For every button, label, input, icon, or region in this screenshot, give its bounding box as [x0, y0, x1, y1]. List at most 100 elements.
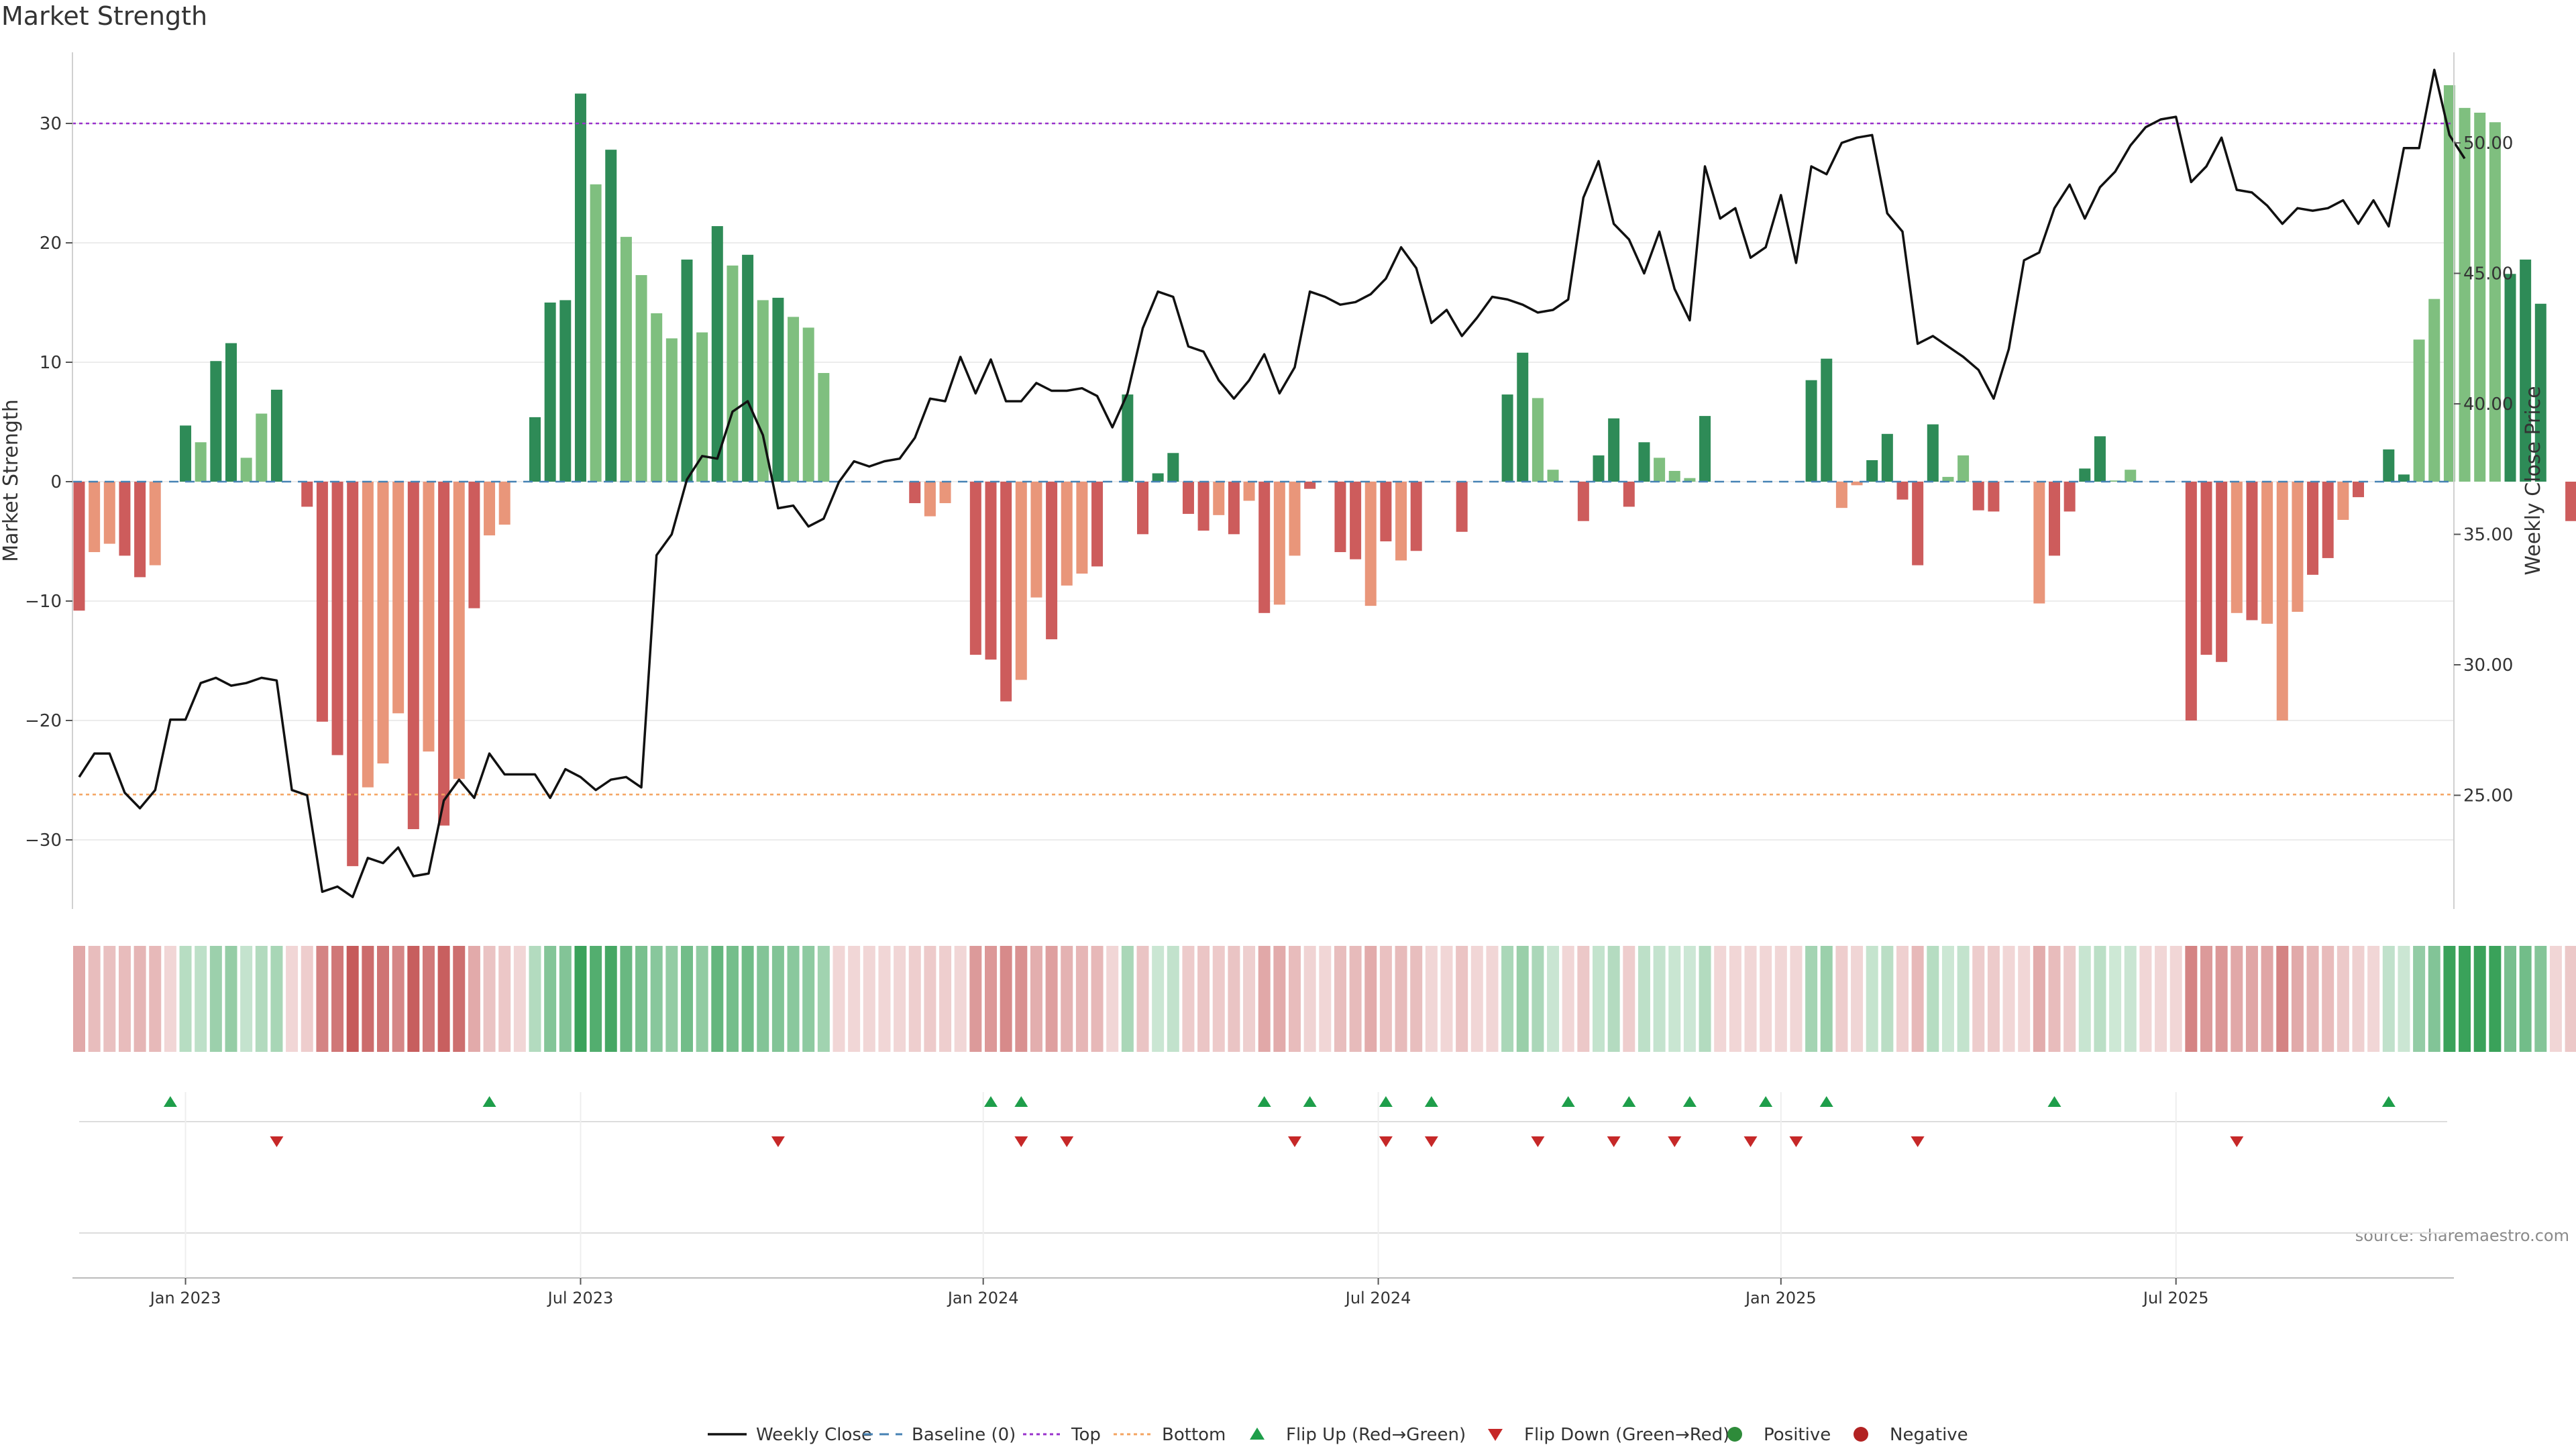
heat-cell: [1896, 946, 1909, 1052]
heat-cell: [1167, 946, 1179, 1052]
legend-item-bottom: Bottom: [1114, 1425, 1226, 1445]
strength-bar: [1076, 482, 1088, 574]
heat-cell: [1121, 946, 1134, 1052]
strength-bar: [2231, 482, 2243, 613]
heat-cell: [1941, 946, 1954, 1052]
heat-cell: [1030, 946, 1042, 1052]
heat-cell: [1425, 946, 1438, 1052]
heat-cell: [1395, 946, 1407, 1052]
heat-cell: [468, 946, 480, 1052]
left-tick-label: 20: [40, 233, 62, 254]
strength-bar: [696, 332, 708, 482]
flip-up-marker: [1014, 1096, 1028, 1107]
heat-cell: [771, 946, 784, 1052]
strength-bar: [985, 482, 997, 660]
strength-bar: [1805, 380, 1817, 482]
strength-bar: [1623, 482, 1635, 507]
strength-bar: [1684, 478, 1696, 482]
heat-cell: [1820, 946, 1833, 1052]
strength-bar: [1122, 394, 1134, 482]
legend-label: Weekly Close: [756, 1425, 872, 1445]
flip-up-marker: [1424, 1096, 1438, 1107]
heat-cell: [1577, 946, 1590, 1052]
heat-cell: [696, 946, 708, 1052]
heat-cell: [590, 946, 602, 1052]
heat-cell: [2185, 946, 2198, 1052]
heat-cell: [2139, 946, 2152, 1052]
flip-down-marker: [1379, 1136, 1393, 1147]
strength-bar: [2413, 339, 2425, 482]
strength-bar: [2353, 482, 2364, 498]
heat-cell: [392, 946, 405, 1052]
strength-bar: [2261, 482, 2273, 624]
strength-bar: [2033, 482, 2045, 604]
heat-cell: [817, 946, 830, 1052]
right-tick-label: 45.00: [2463, 264, 2513, 284]
heat-cell: [2337, 946, 2349, 1052]
heat-cell: [1319, 946, 1332, 1052]
heat-cell: [1668, 946, 1681, 1052]
heat-cell: [2048, 946, 2061, 1052]
heat-cell: [726, 946, 739, 1052]
heat-cell: [1790, 946, 1803, 1052]
flip-up-marker: [2047, 1096, 2061, 1107]
heat-cell: [1729, 946, 1741, 1052]
strength-bar: [1243, 482, 1255, 501]
flip-up-marker: [482, 1096, 496, 1107]
x-tick-label: Jul 2024: [1344, 1289, 1411, 1307]
strength-bar: [1881, 433, 1893, 482]
heat-cell: [240, 946, 253, 1052]
strength-bar: [1866, 460, 1878, 482]
heat-cell: [2169, 946, 2182, 1052]
strength-bar: [1821, 358, 1833, 482]
right-tick-label: 40.00: [2463, 394, 2513, 415]
heat-cell: [1744, 946, 1757, 1052]
heat-cell: [1760, 946, 1772, 1052]
heat-cell: [1258, 946, 1271, 1052]
heat-strip: [73, 946, 2576, 1052]
heat-cell: [2063, 946, 2076, 1052]
legend-item-flip-up: Flip Up (Red→Green): [1250, 1425, 1466, 1445]
strength-bar: [772, 297, 784, 482]
strength-bar: [2216, 482, 2228, 662]
heat-cell: [1683, 946, 1696, 1052]
flip-down-marker: [771, 1136, 785, 1147]
heat-cell: [2322, 946, 2334, 1052]
strength-bar: [316, 482, 328, 722]
heat-cell: [544, 946, 557, 1052]
heat-cell: [1303, 946, 1316, 1052]
heat-cell: [149, 946, 162, 1052]
heat-cell: [2261, 946, 2273, 1052]
strength-bar: [103, 482, 115, 544]
heat-cell: [1501, 946, 1514, 1052]
strength-bar: [2292, 482, 2304, 612]
x-tick-label: Jan 2023: [149, 1289, 221, 1307]
heat-cell: [1623, 946, 1635, 1052]
strength-bar: [2489, 122, 2501, 482]
heat-cell: [1212, 946, 1225, 1052]
right-axis-label: Weekly Close Price: [2522, 386, 2545, 575]
heat-cell: [2002, 946, 2015, 1052]
strength-bar: [1577, 482, 1589, 521]
strength-bar: [1456, 482, 1468, 532]
heat-cell: [2231, 946, 2243, 1052]
strength-bar: [1182, 482, 1194, 515]
strength-bar: [727, 265, 739, 482]
right-tick-label: 30.00: [2463, 655, 2513, 676]
heat-cell: [559, 946, 572, 1052]
strength-bar: [73, 482, 85, 611]
strength-bar: [2185, 482, 2197, 720]
heat-cell: [1152, 946, 1165, 1052]
heat-cell: [2534, 946, 2547, 1052]
strength-bar: [2307, 482, 2319, 575]
strength-bar: [909, 482, 921, 504]
flip-up-marker: [1257, 1096, 1271, 1107]
strength-bar: [392, 482, 405, 714]
heat-cell: [2094, 946, 2106, 1052]
heat-cell: [1547, 946, 1560, 1052]
level-lines: [72, 122, 2454, 796]
heat-cell: [2428, 946, 2440, 1052]
heat-cell: [2489, 946, 2502, 1052]
heat-cell: [1470, 946, 1483, 1052]
right-tick-label: 35.00: [2463, 525, 2513, 545]
